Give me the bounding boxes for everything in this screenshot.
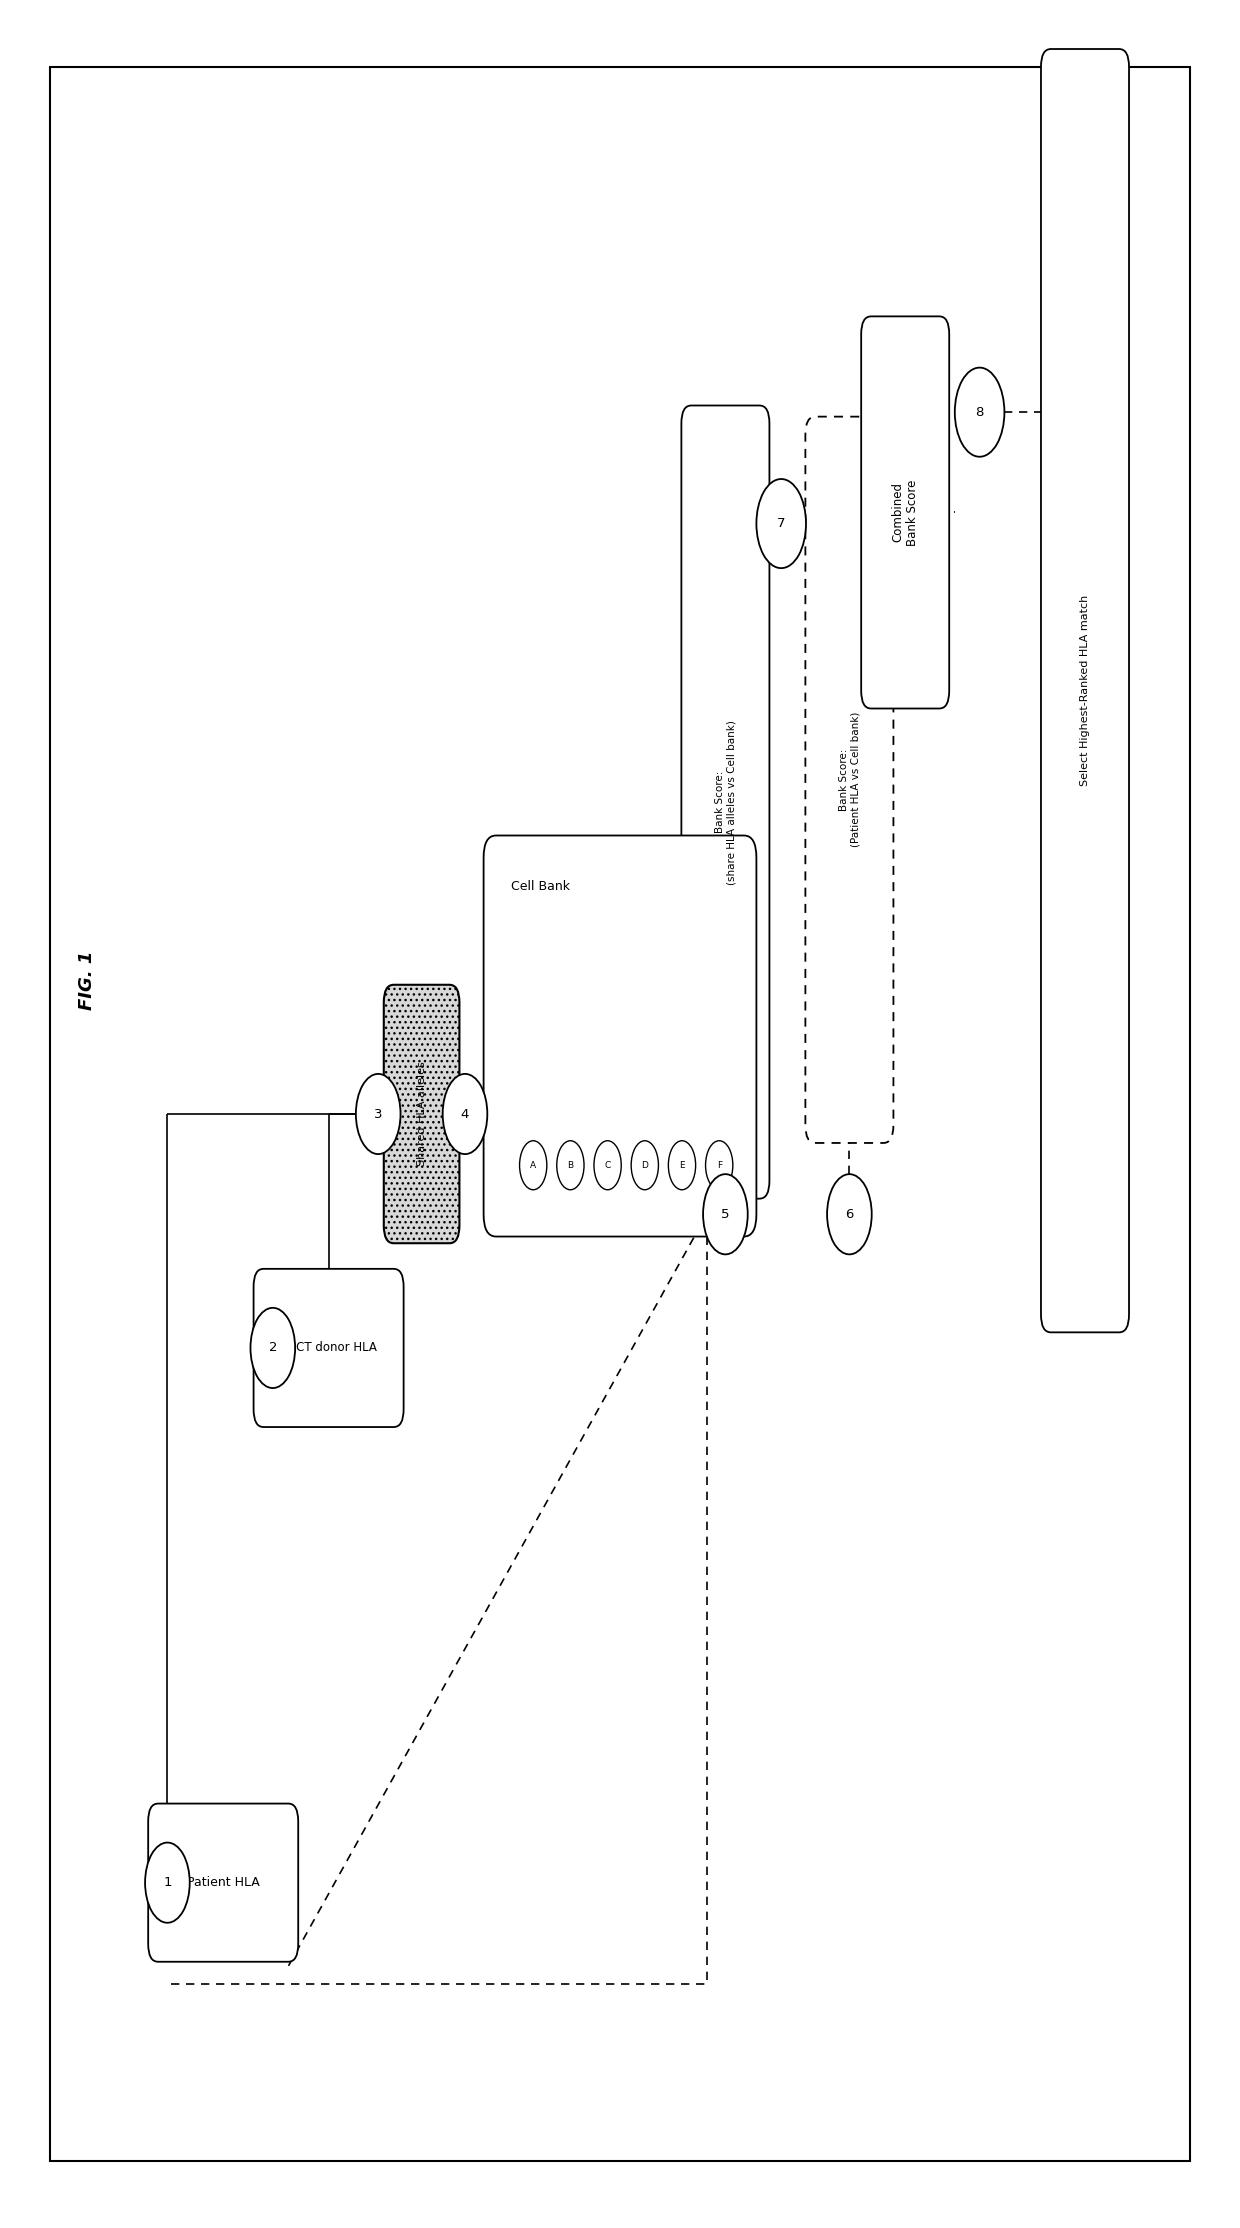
Text: HSCT donor HLA: HSCT donor HLA: [280, 1341, 377, 1355]
Text: 4: 4: [461, 1107, 469, 1121]
Text: C: C: [604, 1161, 611, 1170]
Circle shape: [668, 1141, 696, 1190]
FancyBboxPatch shape: [682, 405, 769, 1199]
Text: Bank Score:
(Patient HLA vs Cell bank): Bank Score: (Patient HLA vs Cell bank): [838, 713, 861, 847]
Circle shape: [756, 479, 806, 568]
Circle shape: [557, 1141, 584, 1190]
Text: Bank Score:
(share HLA alleles vs Cell bank): Bank Score: (share HLA alleles vs Cell b…: [714, 720, 737, 885]
Circle shape: [594, 1141, 621, 1190]
FancyBboxPatch shape: [806, 417, 894, 1143]
Text: E: E: [680, 1161, 684, 1170]
Text: 1: 1: [164, 1876, 171, 1889]
Text: 8: 8: [976, 405, 983, 419]
Circle shape: [356, 1074, 401, 1154]
Text: Patient HLA: Patient HLA: [187, 1876, 259, 1889]
Circle shape: [706, 1141, 733, 1190]
Text: D: D: [641, 1161, 649, 1170]
Text: 6: 6: [846, 1208, 853, 1221]
Text: FIG. 1: FIG. 1: [78, 951, 95, 1009]
Text: 3: 3: [374, 1107, 382, 1121]
FancyBboxPatch shape: [149, 1805, 298, 1963]
Text: Combined
Bank Score: Combined Bank Score: [892, 479, 919, 546]
Circle shape: [145, 1843, 190, 1923]
Circle shape: [520, 1141, 547, 1190]
Text: 2: 2: [269, 1341, 277, 1355]
Text: Shared HLA alleles: Shared HLA alleles: [417, 1061, 427, 1167]
Text: 5: 5: [722, 1208, 729, 1221]
Text: Select Highest-Ranked HLA match: Select Highest-Ranked HLA match: [1080, 595, 1090, 786]
Text: A: A: [531, 1161, 536, 1170]
Text: Cell Bank: Cell Bank: [511, 880, 570, 893]
Circle shape: [631, 1141, 658, 1190]
Circle shape: [443, 1074, 487, 1154]
Circle shape: [827, 1174, 872, 1254]
FancyBboxPatch shape: [861, 316, 950, 709]
Text: 7: 7: [777, 517, 785, 530]
FancyBboxPatch shape: [254, 1270, 404, 1428]
FancyBboxPatch shape: [484, 836, 756, 1237]
FancyBboxPatch shape: [1042, 49, 1130, 1332]
Text: F: F: [717, 1161, 722, 1170]
Circle shape: [955, 368, 1004, 457]
Circle shape: [703, 1174, 748, 1254]
Text: B: B: [568, 1161, 573, 1170]
FancyBboxPatch shape: [384, 985, 459, 1243]
Circle shape: [250, 1308, 295, 1388]
